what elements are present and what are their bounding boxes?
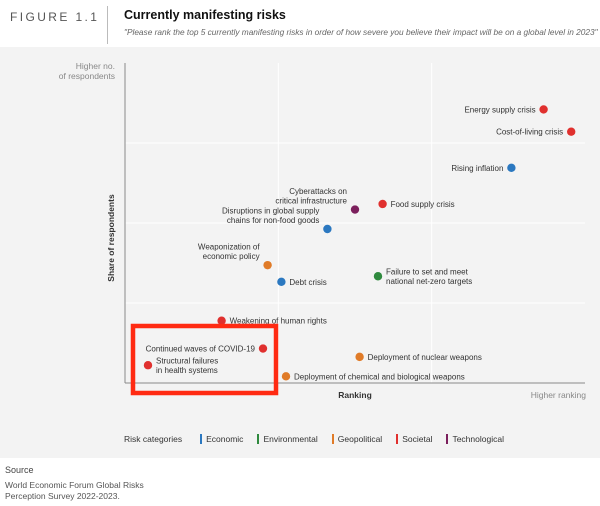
data-point [350,205,360,214]
y-axis-label: Share of respondents [106,194,116,282]
x-high-label: Higher ranking [531,390,587,400]
data-label: Cost-of-living crisis [496,128,563,137]
legend-swatch [331,434,334,444]
data-label: national net-zero targets [386,277,472,286]
data-label: Food supply crisis [391,200,455,209]
legend-label: Economic [206,434,244,444]
data-label: Deployment of nuclear weapons [368,353,482,362]
legend-item-economic: Economic [200,434,243,444]
x-axis-label: Ranking [338,390,372,400]
highlight-box [130,323,279,396]
legend-title: Risk categories [124,434,183,444]
legend-item-geopolitical: Geopolitical [331,434,383,444]
data-point [539,105,548,114]
data-label: Weakening of human rights [230,317,327,326]
data-point [217,316,226,325]
legend-item-societal: Societal [396,434,432,444]
data-label: Failure to set and meet [386,268,469,277]
chart-subtitle: "Please rank the top 5 currently manifes… [124,27,598,37]
legend-label: Geopolitical [337,434,383,444]
legend-swatch [446,434,449,444]
data-point [263,260,272,270]
source-title: Source [5,465,34,475]
y-high-label-line: of respondents [59,71,115,81]
legend-label: Technological [452,434,504,444]
data-point [281,372,291,381]
source-text: World Economic Forum Global Risks Percep… [5,480,144,501]
data-label: in health systems [156,366,218,375]
data-label: Disruptions in global supply [222,207,319,216]
data-point [258,344,268,353]
data-point [143,361,153,370]
data-point [507,163,516,173]
legend-swatch [200,434,203,444]
data-label: critical infrastructure [275,197,347,206]
legend: Risk categories Economic Environmental G… [124,434,518,444]
data-label: Debt crisis [289,278,326,287]
data-label: Rising inflation [451,164,503,173]
data-point [567,127,576,136]
data-label: Continued waves of COVID-19 [146,345,256,354]
legend-swatch [257,434,260,444]
chart-title: Currently manifesting risks [124,8,286,22]
data-point [378,199,387,209]
legend-swatch [396,434,399,444]
data-point [355,352,364,362]
data-label: Cyberattacks on [289,187,347,196]
chart-background [0,47,600,458]
legend-item-environmental: Environmental [257,434,318,444]
data-point [323,224,332,234]
data-label: Deployment of chemical and biological we… [294,372,465,381]
data-label: economic policy [203,252,260,261]
data-label: chains for non-food goods [227,216,320,225]
legend-item-technological: Technological [446,434,504,444]
data-label: Structural failures [156,356,218,365]
data-point [277,277,286,287]
figure-label: FIGURE 1.1 [10,10,100,24]
data-point [373,272,383,281]
y-high-label-line: Higher no. [76,61,115,71]
header-divider [107,6,108,44]
data-label: Energy supply crisis [464,105,535,114]
legend-label: Environmental [263,434,318,444]
legend-label: Societal [402,434,433,444]
data-label: Weaponization of [198,243,260,252]
